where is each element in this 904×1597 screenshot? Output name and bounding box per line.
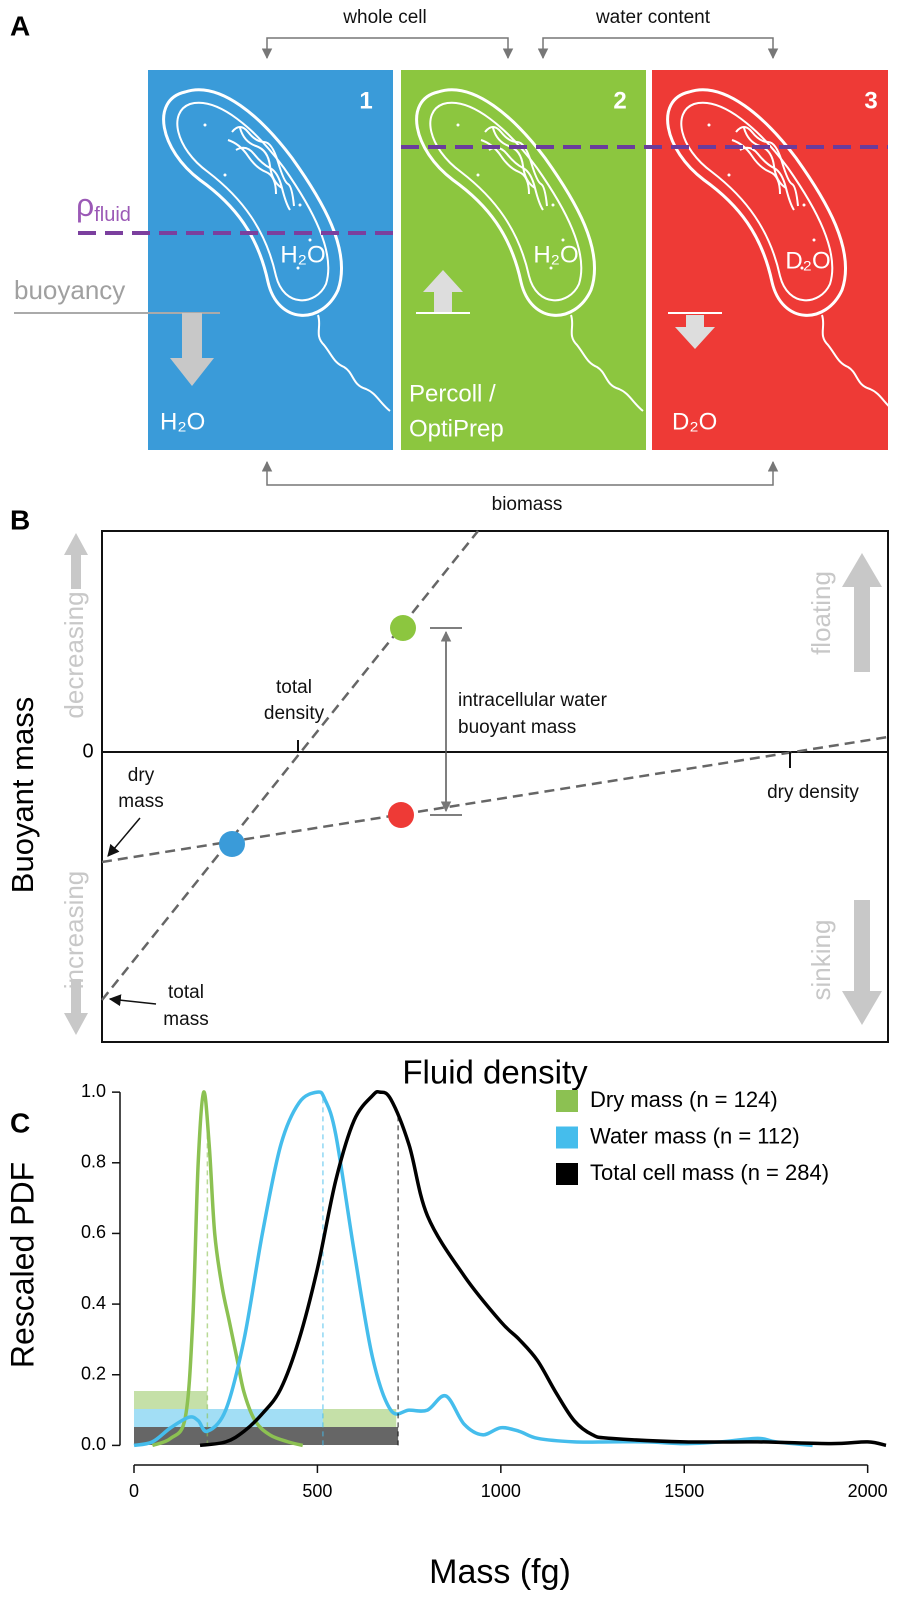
sink-arrow <box>675 315 715 349</box>
cell-label: D₂O <box>785 247 830 274</box>
fluid-label: Percoll / <box>409 380 496 407</box>
cell-label: H₂O <box>533 241 578 268</box>
median-bar <box>134 1409 323 1427</box>
legend-label: Total cell mass (n = 284) <box>590 1160 829 1185</box>
density-curve <box>199 1089 887 1448</box>
annotation: mass <box>163 1009 208 1030</box>
y-tick-label: 0.0 <box>81 1434 106 1454</box>
y-tick-label: 0.4 <box>81 1293 106 1313</box>
rho-label: ρfluid <box>76 187 131 226</box>
direction-label: sinking <box>806 920 836 1001</box>
panel-number: 1 <box>359 87 372 114</box>
direction-label: floating <box>806 571 836 655</box>
panel-label: A <box>10 10 30 41</box>
panel-number: 2 <box>613 87 626 114</box>
direction-label: increasing <box>59 871 89 990</box>
x-tick-label: 1000 <box>481 1481 521 1501</box>
direction-label: decreasing <box>59 591 89 718</box>
bracket-label: biomass <box>492 494 563 515</box>
panel-h2o <box>148 70 393 450</box>
y-tick-label: 1.0 <box>81 1081 106 1101</box>
pointer <box>107 817 141 857</box>
buoyancy-label: buoyancy <box>14 275 125 305</box>
zero-label: 0 <box>82 740 93 762</box>
panel-d2o <box>652 70 888 450</box>
cell-label: H₂O <box>280 241 325 268</box>
bracket-label: water content <box>595 7 711 28</box>
density-curve <box>151 1090 304 1448</box>
panel-label: B <box>10 504 30 535</box>
annotation: mass <box>118 791 163 812</box>
y-tick-label: 0.6 <box>81 1222 106 1242</box>
annotation: total <box>168 982 204 1003</box>
bracket-label: whole cell <box>342 7 426 28</box>
y-axis-label: Rescaled PDF <box>4 1162 40 1368</box>
x-axis-label: Fluid density <box>402 1054 588 1091</box>
fluid-label: D₂O <box>672 408 717 435</box>
fluid-label: H₂O <box>160 408 205 435</box>
bracket <box>261 37 514 60</box>
x-tick-label: 1500 <box>664 1481 704 1501</box>
density-curve <box>133 1090 813 1448</box>
panel-number: 3 <box>864 87 877 114</box>
x-axis-label: Mass (fg) <box>429 1553 571 1591</box>
legend-swatch <box>556 1126 578 1149</box>
median-bar <box>134 1391 208 1409</box>
gray-arrow <box>842 553 882 1025</box>
float-arrow <box>423 270 463 312</box>
point-h2o <box>219 831 245 857</box>
bracket <box>261 460 779 486</box>
total-line <box>101 530 479 1001</box>
annotation: dry <box>128 765 155 786</box>
sink-arrow <box>170 313 214 386</box>
panel-label: C <box>10 1107 30 1138</box>
y-axis-label: Buoyant mass <box>5 697 40 893</box>
plot-frame <box>101 530 889 1043</box>
pointer <box>108 994 157 1007</box>
legend-label: Water mass (n = 112) <box>590 1123 800 1148</box>
annotation: total <box>276 677 312 698</box>
annotation: intracellular water <box>458 690 608 711</box>
y-tick-label: 0.2 <box>81 1363 106 1383</box>
annotation: buoyant mass <box>458 717 576 738</box>
median-bar <box>322 1409 397 1427</box>
chart: 0.0 0.2 0.4 0.6 0.8 1.0 0 500 1000 1500 2000 Rescal… <box>4 1081 887 1591</box>
legend-swatch <box>556 1163 578 1185</box>
x-tick-label: 500 <box>302 1481 332 1501</box>
annotation: density <box>264 703 325 724</box>
fluid-label: OptiPrep <box>409 415 504 442</box>
bracket <box>537 37 779 60</box>
point-percoll <box>390 615 416 641</box>
annotation: dry density <box>767 782 859 803</box>
y-tick-label: 0.8 <box>81 1152 106 1172</box>
point-d2o <box>388 802 414 828</box>
x-tick-label: 2000 <box>848 1481 888 1501</box>
legend-swatch <box>556 1090 578 1112</box>
median-bar <box>134 1427 399 1445</box>
legend-label: Dry mass (n = 124) <box>590 1087 778 1112</box>
x-tick-label: 0 <box>129 1481 139 1501</box>
